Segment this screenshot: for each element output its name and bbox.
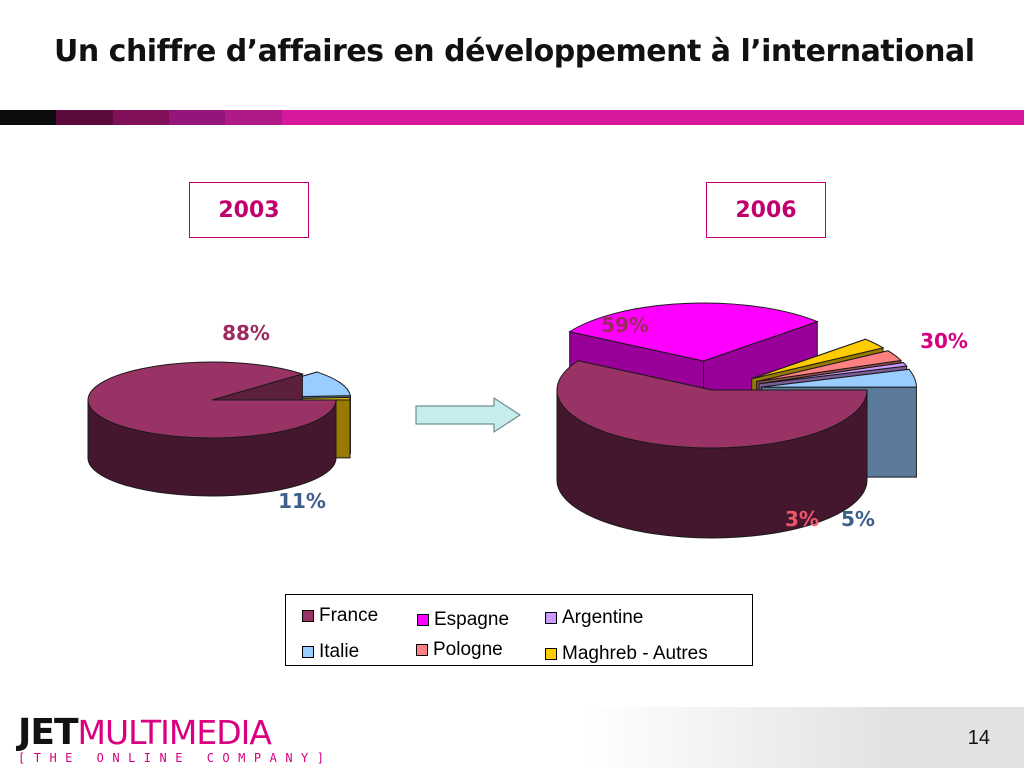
slice-top [756, 350, 903, 383]
company-logo: JET MULTIMEDIA [THE ONLINE COMPANY] [18, 712, 333, 765]
year-box-2003: 2003 [189, 182, 309, 238]
logo-tagline: [THE ONLINE COMPANY] [18, 751, 333, 765]
logo-jet-text: JET [18, 712, 79, 753]
pie-chart-2006 [556, 302, 917, 539]
legend-label-argentine: Argentine [562, 607, 644, 628]
legend-swatch-maghreb [545, 648, 557, 660]
footer-gradient [584, 707, 1024, 768]
data-label-france-2006: 59% [601, 313, 649, 337]
data-label-italie-2006: 5% [841, 507, 875, 531]
legend-swatch-italie [302, 646, 314, 658]
slice-top [87, 361, 337, 439]
slice-top [751, 338, 885, 380]
year-box-2006: 2006 [706, 182, 826, 238]
legend-swatch-france [302, 610, 314, 622]
legend-swatch-pologne [416, 644, 428, 656]
data-label-pologne-2006: 3% [785, 507, 819, 531]
data-label-france-2003: 88% [222, 321, 270, 345]
slide-title: Un chiffre d’affaires en développement à… [54, 34, 975, 69]
header-stripe-4 [225, 110, 282, 125]
legend-item-italie: Italie [302, 641, 359, 663]
data-label-espagne-2006: 30% [920, 329, 968, 353]
legend-label-france: France [319, 605, 379, 626]
header-stripe-3 [169, 110, 225, 125]
header-stripe-black [0, 110, 56, 125]
slice-top [761, 368, 917, 388]
slice-top [759, 362, 908, 385]
legend-item-argentine: Argentine [545, 607, 643, 629]
legend-label-maghreb: Maghreb - Autres [562, 643, 708, 664]
page-number: 14 [967, 727, 990, 749]
legend-label-italie: Italie [319, 641, 360, 662]
pie-charts: 88% 11% 59% 30% 3% 5% [87, 302, 968, 539]
legend-label-espagne: Espagne [434, 609, 510, 630]
legend-swatch-argentine [545, 612, 557, 624]
arrow-right-icon [415, 397, 521, 433]
header-stripe-2 [113, 110, 169, 125]
legend-item-pologne: Pologne [416, 639, 503, 661]
header-stripe-1 [56, 110, 113, 125]
legend-item-france: France [302, 605, 378, 627]
slice-top [556, 360, 868, 449]
logo-multimedia-text: MULTIMEDIA [77, 713, 272, 752]
legend-item-maghreb: Maghreb - Autres [545, 643, 708, 665]
legend-swatch-espagne [417, 614, 429, 626]
data-label-italie-2003: 11% [278, 489, 326, 513]
header-stripe-5 [282, 110, 1024, 125]
slice-top [568, 302, 819, 362]
legend-label-pologne: Pologne [433, 639, 503, 660]
legend-item-espagne: Espagne [417, 609, 509, 631]
chart-legend: France Espagne Argentine Italie Pologne … [285, 594, 753, 666]
pie-chart-2003 [87, 361, 352, 497]
slice-france-2003 [87, 361, 337, 497]
slice-france-2006 [556, 360, 868, 539]
